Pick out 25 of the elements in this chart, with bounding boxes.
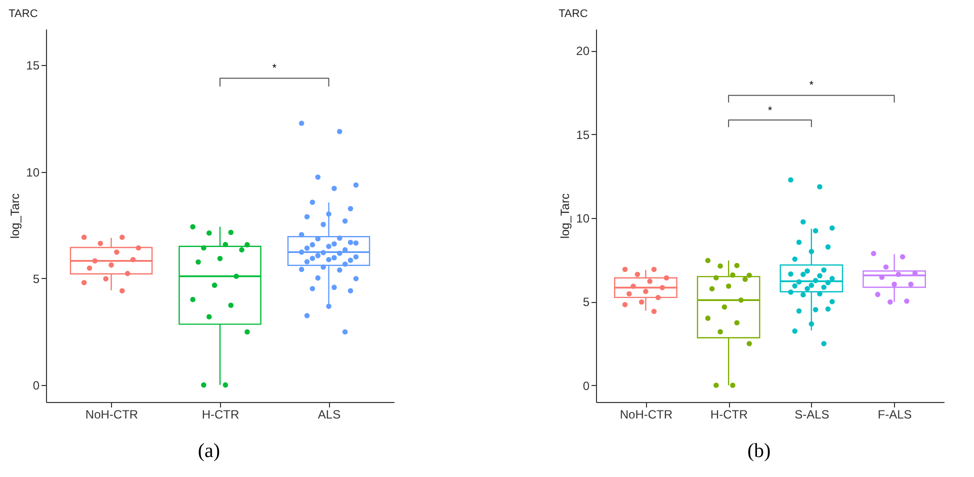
- annotation: *: [272, 62, 278, 75]
- x-tick-label: H-CTR: [202, 408, 240, 422]
- annotation: *: [768, 105, 773, 118]
- x-tick-label: NoH-CTR: [620, 408, 673, 422]
- y-tick-label: 15: [576, 128, 590, 142]
- annotation: *: [809, 80, 814, 92]
- y-axis-title: log_Tarc: [8, 193, 22, 239]
- x-tick-label: S-ALS: [794, 408, 830, 422]
- x-tick-label: NoH-CTR: [85, 408, 138, 422]
- x-tick-label: ALS: [318, 408, 341, 422]
- y-tick-label: 15: [26, 58, 40, 73]
- x-tick-label: H-CTR: [710, 408, 748, 422]
- text: (b): [746, 440, 772, 463]
- y-axis-title: log_Tarc: [558, 193, 572, 239]
- chart-title: TARC: [558, 8, 588, 20]
- chart-title: TARC: [8, 8, 38, 20]
- y-tick-label: 10: [26, 165, 40, 180]
- y-tick-label: 20: [576, 44, 590, 58]
- y-tick-label: 10: [576, 212, 590, 226]
- y-tick-label: 0: [582, 378, 590, 393]
- text: (a): [196, 440, 222, 463]
- y-tick-label: 5: [582, 295, 590, 310]
- y-tick-label: 0: [32, 378, 40, 392]
- y-tick-label: 5: [32, 272, 40, 286]
- x-tick-label: F-ALS: [878, 408, 912, 422]
